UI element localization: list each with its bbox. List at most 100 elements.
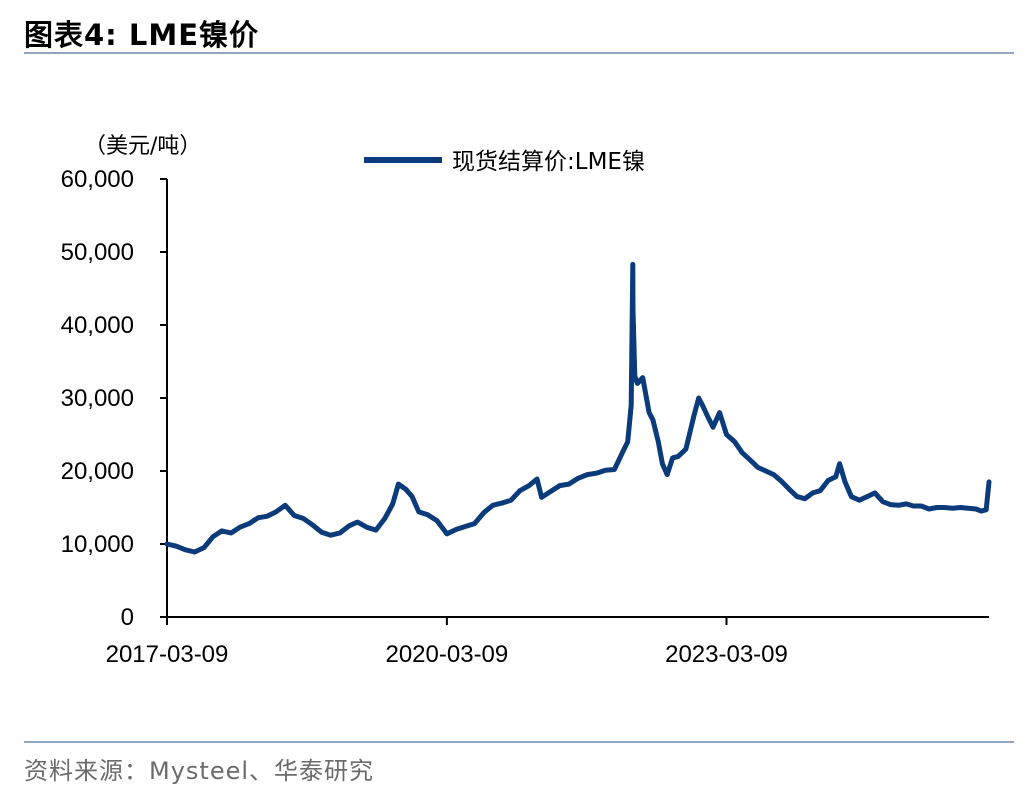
data-point xyxy=(706,414,710,418)
data-point xyxy=(247,522,251,526)
data-point xyxy=(311,523,315,527)
data-point xyxy=(356,520,359,524)
data-point xyxy=(283,503,287,507)
data-point xyxy=(410,495,414,499)
data-point xyxy=(535,477,539,481)
legend-label: 现货结算价:LME镍 xyxy=(452,149,645,175)
data-point xyxy=(881,500,885,504)
data-point xyxy=(919,504,923,508)
data-point xyxy=(183,548,187,552)
data-point xyxy=(220,529,224,533)
data-point xyxy=(374,528,378,532)
data-point xyxy=(718,411,722,415)
data-point xyxy=(911,504,915,508)
data-point xyxy=(558,484,562,488)
data-point xyxy=(904,502,908,506)
figure-title: 图表4: LME镍价 xyxy=(24,18,260,52)
data-point xyxy=(594,471,598,475)
data-point xyxy=(873,491,877,495)
y-tick-label: 50,000 xyxy=(61,239,134,266)
data-point xyxy=(482,511,486,515)
data-point xyxy=(445,532,449,536)
data-point xyxy=(301,517,305,520)
data-point xyxy=(838,462,842,466)
data-point xyxy=(229,531,233,535)
data-point xyxy=(396,482,400,486)
data-point xyxy=(711,425,715,429)
data-point xyxy=(665,473,669,477)
data-point xyxy=(756,465,760,469)
data-point xyxy=(320,530,324,534)
y-tick-label: 60,000 xyxy=(61,166,134,193)
data-point xyxy=(629,403,633,407)
data-point xyxy=(631,262,635,266)
data-point xyxy=(620,451,624,455)
x-tick-label: 2017-03-09 xyxy=(106,641,229,668)
source-note: 资料来源：Mysteel、华泰研究 xyxy=(24,757,375,785)
data-point xyxy=(491,503,495,507)
data-point xyxy=(256,516,260,520)
data-point xyxy=(779,479,783,483)
data-point xyxy=(633,374,637,378)
data-point xyxy=(987,480,991,484)
data-point xyxy=(612,468,616,471)
data-point xyxy=(404,487,408,491)
y-axis-unit-label: （美元/吨） xyxy=(84,134,201,159)
data-point xyxy=(549,489,553,493)
data-point xyxy=(631,308,635,312)
data-point xyxy=(803,497,807,501)
data-point xyxy=(651,418,655,422)
series-points xyxy=(165,262,991,554)
nickel-price-chart: （美元/吨） 现货结算价:LME镍 0 10,000 20,000 30,000 40,… xyxy=(61,134,992,668)
data-point xyxy=(701,403,704,407)
plot-area xyxy=(164,261,992,555)
data-point xyxy=(888,503,892,507)
data-point xyxy=(958,506,962,509)
data-point xyxy=(927,507,931,511)
data-point xyxy=(454,527,458,531)
data-point xyxy=(174,544,178,548)
data-point xyxy=(391,502,395,506)
data-point xyxy=(509,498,513,502)
data-point xyxy=(165,542,169,546)
data-point xyxy=(518,489,522,493)
data-point xyxy=(811,491,815,495)
data-point xyxy=(383,517,387,520)
data-point xyxy=(857,498,861,502)
data-point xyxy=(265,514,269,518)
data-point xyxy=(473,522,476,526)
data-point xyxy=(347,524,351,528)
data-point xyxy=(740,451,744,455)
data-point xyxy=(684,447,688,451)
data-point xyxy=(951,506,954,510)
data-point xyxy=(463,525,467,528)
data-point xyxy=(540,495,544,499)
x-axis: 2017-03-09 2020-03-09 2023-03-09 xyxy=(106,616,989,668)
data-point xyxy=(338,531,342,535)
data-point xyxy=(527,484,531,488)
data-point xyxy=(656,440,660,444)
data-point xyxy=(733,440,737,444)
title-divider xyxy=(24,52,1014,54)
data-point xyxy=(635,381,639,385)
data-point xyxy=(979,509,983,513)
data-point xyxy=(202,546,206,550)
data-point xyxy=(795,495,799,499)
y-tick-label: 0 xyxy=(121,604,134,631)
data-point xyxy=(211,535,215,539)
data-point xyxy=(748,458,752,462)
legend: 现货结算价:LME镍 xyxy=(364,149,645,175)
data-point xyxy=(435,519,439,523)
x-tick-label: 2023-03-09 xyxy=(665,641,788,668)
data-point xyxy=(329,533,333,537)
y-axis: 0 10,000 20,000 30,000 40,000 50,000 60,000 xyxy=(61,166,168,631)
data-point xyxy=(984,508,988,512)
data-point xyxy=(365,525,369,529)
data-point xyxy=(764,469,768,473)
data-point xyxy=(671,456,675,460)
data-point xyxy=(692,414,696,418)
y-tick-label: 40,000 xyxy=(61,312,134,339)
data-point xyxy=(500,501,504,505)
data-point xyxy=(697,396,701,400)
data-point xyxy=(943,506,947,509)
